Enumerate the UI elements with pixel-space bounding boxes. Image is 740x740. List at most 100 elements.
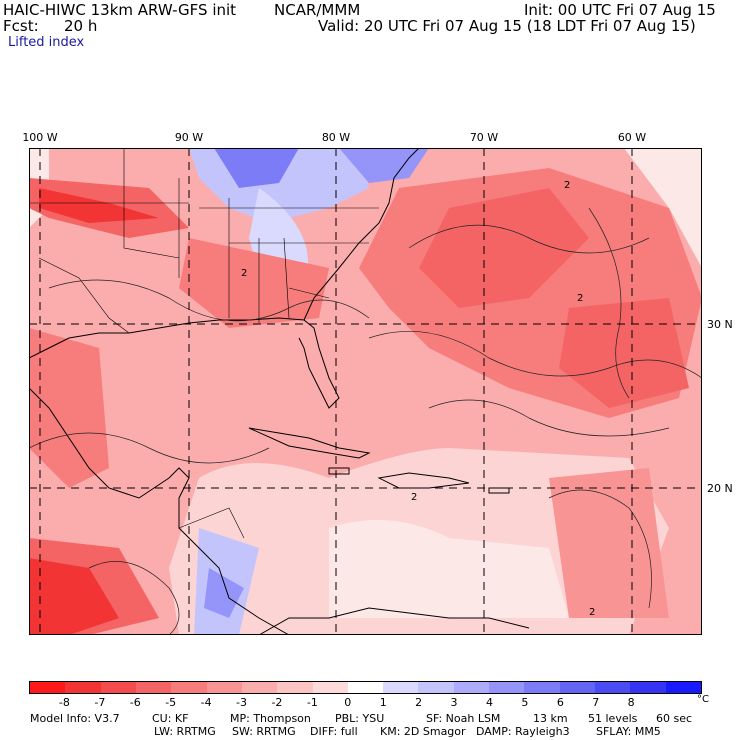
contour-label: 2 <box>577 293 583 304</box>
lat-lon-grid <box>29 148 702 635</box>
field-red-east-caribbean <box>549 468 669 618</box>
colorbar-swatch <box>171 682 207 693</box>
colorbar-swatch <box>418 682 454 693</box>
colorbar-swatch <box>135 682 172 693</box>
contour-line <box>428 399 670 437</box>
vertical-levels: 51 levels <box>588 712 638 725</box>
colorbar-swatch <box>312 682 348 693</box>
field-blue-north-core <box>214 148 299 188</box>
border-line <box>38 257 130 334</box>
field-red-mexico <box>29 328 109 488</box>
sflay-scheme: SFLAY: MM5 <box>596 725 661 738</box>
field-blue-central-america-core <box>204 568 244 618</box>
political-borders <box>29 148 379 539</box>
contour-label: 2 <box>589 607 595 618</box>
field-blue-northeast <box>339 148 429 183</box>
field-name: Lifted index <box>8 35 85 50</box>
colorbar-unit: °C <box>697 694 709 705</box>
colorbar <box>29 681 702 694</box>
colorbar-swatch <box>277 682 313 693</box>
colorbar-swatch <box>65 682 101 693</box>
field-caribbean-light <box>329 520 569 618</box>
colorbar-tick-label: 1 <box>379 696 387 709</box>
colorbar-swatch <box>630 682 666 693</box>
map-frame <box>29 148 702 635</box>
colorbar-tick-label: -2 <box>271 696 283 709</box>
colorbar-tick-label: 3 <box>450 696 458 709</box>
contour-line <box>48 279 370 322</box>
cu-scheme: CU: KF <box>152 712 189 725</box>
colorbar-tick-label: 6 <box>556 696 564 709</box>
pbl-scheme: PBL: YSU <box>335 712 385 725</box>
colorbar-swatch <box>595 682 631 693</box>
diff-scheme: DIFF: full <box>310 725 358 738</box>
init-time: Init: 00 UTC Fri 07 Aug 15 <box>524 1 716 19</box>
colorbar-tick-label: -4 <box>200 696 212 709</box>
mexico-central-america-coast <box>29 387 290 635</box>
atlantic-coastline <box>303 148 420 321</box>
lon-label-90w: 90 W <box>174 131 204 144</box>
contour-line <box>88 561 180 635</box>
forecast-hour: 20 h <box>64 17 98 35</box>
border-line <box>288 287 330 299</box>
lat-label-20n: 20 N <box>707 482 733 495</box>
field-red-plains-core <box>39 188 159 223</box>
lon-label-60w: 60 W <box>617 131 647 144</box>
contour-label: 2 <box>564 180 570 191</box>
colorbar-swatch <box>559 682 595 693</box>
model-info: Model Info: V3.7 <box>30 712 120 725</box>
coastlines <box>29 148 530 635</box>
colorbar-swatch <box>524 682 560 693</box>
contour-lines <box>29 207 702 635</box>
colorbar-swatch <box>383 682 419 693</box>
field-red-atlantic-east <box>559 298 689 408</box>
colorbar-swatch <box>100 682 136 693</box>
colorbar-tick-label: 4 <box>485 696 493 709</box>
contour-line <box>548 489 652 609</box>
colorbar-tick-label: -8 <box>58 696 70 709</box>
lon-label-70w: 70 W <box>469 131 499 144</box>
colorbar-swatch <box>241 682 278 693</box>
org-label: NCAR/MMM <box>274 1 361 19</box>
colorbar-swatch <box>665 682 701 693</box>
contour-line <box>588 207 630 399</box>
colorbar-tick-label: 5 <box>521 696 529 709</box>
colorbar-swatch <box>347 682 384 693</box>
border-line <box>123 148 180 259</box>
colorbar-tick-label: 7 <box>592 696 600 709</box>
time-step: 60 sec <box>656 712 693 725</box>
contour-label: 2 <box>241 268 247 279</box>
damp-scheme: DAMP: Rayleigh3 <box>476 725 570 738</box>
field-red-atlantic-core <box>419 188 589 308</box>
cuba-outline <box>248 427 371 459</box>
valid-time: Valid: 20 UTC Fri 07 Aug 15 (18 LDT Fri … <box>318 17 696 35</box>
model-title: HAIC-HIWC 13km ARW-GFS init <box>3 1 237 19</box>
field-red-gulf-coast <box>179 238 329 328</box>
colorbar-tick-label: 2 <box>415 696 423 709</box>
field-ne-light <box>624 148 702 268</box>
grid-spacing: 13 km <box>533 712 568 725</box>
puerto-rico-outline <box>488 487 510 494</box>
km-scheme: KM: 2D Smagor <box>380 725 466 738</box>
colorbar-tick-label: 0 <box>344 696 352 709</box>
colorbar-tick-label: -6 <box>129 696 141 709</box>
border-line <box>283 237 290 319</box>
colorbar-swatch <box>489 682 525 693</box>
contour-label: 2 <box>411 492 417 503</box>
lon-label-100w: 100 W <box>22 131 58 144</box>
field-red-pacific-core <box>29 558 119 635</box>
colorbar-swatch <box>30 682 66 693</box>
lw-scheme: LW: RRTMG <box>154 725 216 738</box>
colorbar-swatch <box>453 682 490 693</box>
colorbar-swatch <box>206 682 242 693</box>
sw-scheme: SW: RRTMG <box>232 725 296 738</box>
contour-line <box>368 330 702 379</box>
border-line <box>178 507 245 539</box>
colorbar-tick-label: 8 <box>627 696 635 709</box>
south-america-coast <box>258 607 530 635</box>
lat-label-30n: 30 N <box>707 318 733 331</box>
colorbar-tick-label: -5 <box>165 696 177 709</box>
contour-line <box>408 224 650 254</box>
lifted-index-map: 2 2 2 2 2 <box>29 148 702 635</box>
jamaica-outline <box>328 467 350 475</box>
